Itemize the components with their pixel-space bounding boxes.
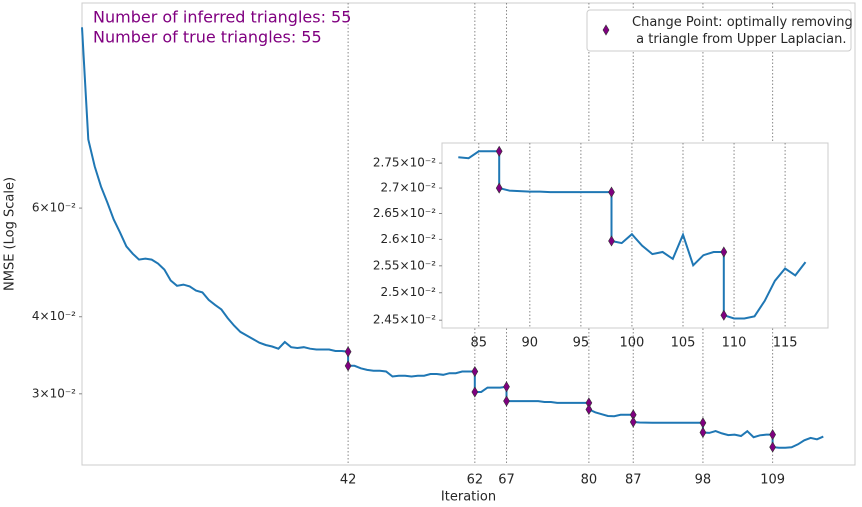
change-point-marker [495, 182, 503, 194]
change-point-marker [769, 429, 776, 441]
change-point-marker [720, 309, 728, 321]
y-tick-label: 3×10⁻² [32, 386, 76, 400]
change-point-marker [608, 186, 615, 198]
change-point-marker [503, 395, 510, 407]
legend-marker [602, 24, 610, 36]
x-tick-label: 95 [573, 336, 590, 351]
x-tick-label: 115 [773, 336, 798, 351]
legend-box [586, 9, 852, 52]
change-point-marker [585, 403, 593, 416]
change-point-marker [720, 246, 728, 258]
y-tick-label: 4×10⁻² [32, 309, 76, 323]
x-tick-label: 109 [760, 473, 785, 488]
x-tick-label: 110 [722, 336, 747, 351]
plot-area [441, 142, 829, 329]
change-point-marker [769, 441, 776, 453]
change-point-marker [344, 360, 352, 372]
inset: 85 90 95 100 105 110 115 2.45×10⁻² 2.5×10⁻² 2.55×… [373, 142, 829, 351]
x-tick-label: 87 [625, 473, 642, 488]
x-tick-label: 90 [522, 336, 539, 351]
x-axis-label: Iteration [441, 490, 496, 505]
y-tick-label: 2.75×10⁻² [373, 156, 436, 170]
x-tick-label: 98 [695, 473, 712, 488]
change-point-marker [608, 235, 615, 247]
change-point-marker [503, 381, 510, 393]
y-tick-label: 2.6×10⁻² [380, 232, 436, 246]
y-tick-label: 2.45×10⁻² [373, 313, 436, 327]
change-point-marker [495, 145, 503, 157]
y-axis-label: NMSE (Log Scale) [3, 177, 18, 291]
y-tick-label: 2.7×10⁻² [380, 181, 436, 195]
x-tick-label: 80 [581, 473, 598, 488]
change-point-marker [471, 365, 479, 378]
y-tick-label: 6×10⁻² [32, 201, 76, 215]
y-tick-label: 2.5×10⁻² [380, 285, 436, 299]
annotation: Number of inferred triangles: 55 [93, 8, 351, 27]
legend: Change Point: optimally removing a trian… [586, 9, 853, 52]
annotation: Number of true triangles: 55 [93, 28, 322, 47]
change-point-marker [699, 426, 707, 439]
x-tick-label: 42 [340, 473, 357, 488]
x-tick-label: 105 [671, 336, 696, 351]
legend-label: Change Point: optimally removing a trian… [632, 15, 853, 47]
x-tick-label: 100 [620, 336, 645, 351]
data-line [458, 150, 807, 320]
x-tick-label: 62 [467, 473, 484, 488]
y-tick-label: 2.65×10⁻² [373, 206, 436, 220]
change-point-marker [471, 386, 479, 398]
x-tick-label: 67 [498, 473, 515, 488]
y-tick-label: 2.55×10⁻² [373, 258, 436, 272]
change-point-marker [629, 416, 637, 428]
x-tick-label: 85 [470, 336, 487, 351]
change-point-marker [344, 346, 352, 358]
